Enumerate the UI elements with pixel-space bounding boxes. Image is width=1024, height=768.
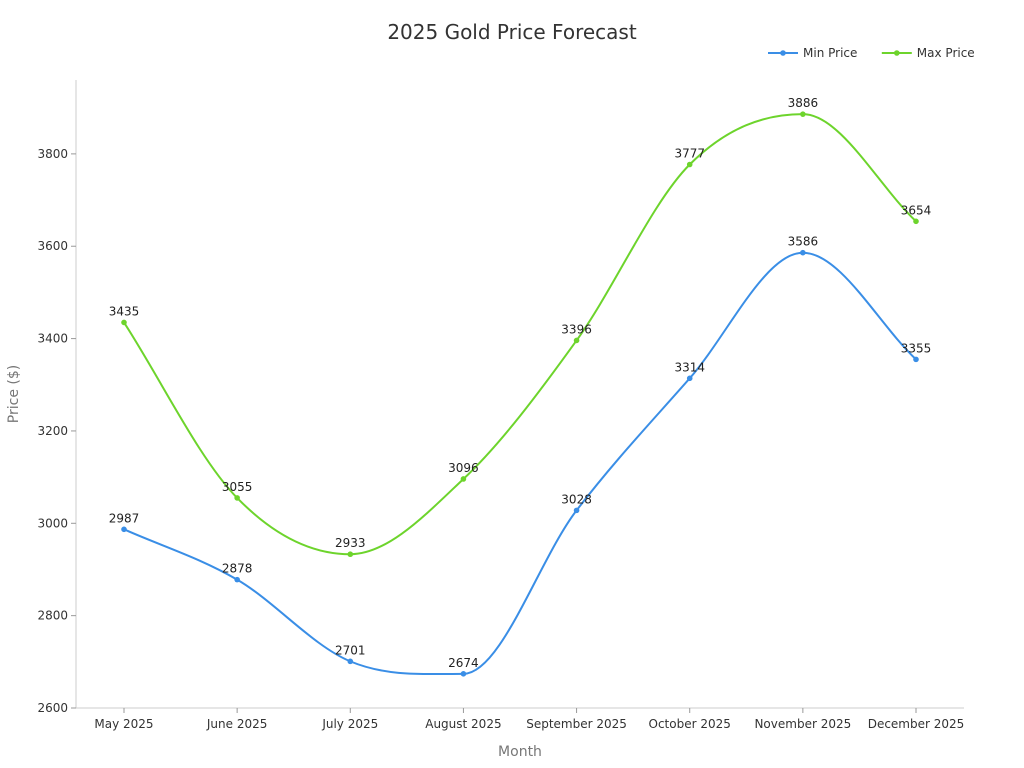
- data-point: [573, 337, 580, 344]
- y-tick-label: 3400: [37, 332, 68, 346]
- data-point: [686, 375, 693, 382]
- legend-swatch-marker: [780, 50, 786, 56]
- y-ticks: 2600 2800 3000 3200 3400 3600 3800: [37, 147, 76, 715]
- series-min-price: 2987 2878 2701 2674 3028 3314 3586 3355: [109, 235, 932, 677]
- y-tick-label: 2600: [37, 701, 68, 715]
- x-tick-label: June 2025: [206, 717, 268, 731]
- data-point: [686, 161, 693, 168]
- x-tick-label: November 2025: [754, 717, 851, 731]
- data-point: [800, 249, 806, 256]
- data-point: [121, 526, 127, 533]
- data-label: 3654: [901, 203, 932, 217]
- x-tick-label: December 2025: [868, 717, 965, 731]
- data-label: 3886: [788, 96, 819, 110]
- series-layer: 2987 2878 2701 2674 3028 3314 3586 3355 3435 3055…: [109, 96, 932, 677]
- data-label: 3314: [674, 360, 705, 374]
- x-tick-label: July 2025: [321, 717, 378, 731]
- chart-title: 2025 Gold Price Forecast: [387, 20, 637, 44]
- legend-label: Min Price: [803, 46, 857, 60]
- x-tick-label: May 2025: [94, 717, 153, 731]
- data-label: 3355: [901, 341, 932, 355]
- data-point: [913, 356, 919, 363]
- data-point: [234, 576, 240, 583]
- data-point: [460, 476, 467, 482]
- data-point: [913, 218, 919, 225]
- y-tick-label: 3600: [37, 239, 68, 253]
- data-label: 2701: [335, 643, 366, 657]
- legend: Min Price Max Price: [768, 46, 975, 60]
- legend-label: Max Price: [917, 46, 975, 60]
- legend-swatch-marker: [894, 50, 900, 56]
- data-label: 3028: [561, 492, 592, 506]
- legend-item-min-price: Min Price: [768, 46, 857, 60]
- data-point: [234, 495, 240, 501]
- data-label: 3777: [674, 147, 705, 161]
- x-ticks: May 2025 June 2025 July 2025 August 2025 Sep…: [94, 708, 964, 731]
- data-label: 3055: [222, 480, 253, 494]
- y-tick-label: 3000: [37, 516, 68, 530]
- axes: [75, 80, 964, 709]
- data-point: [573, 507, 580, 514]
- x-tick-label: August 2025: [425, 717, 501, 731]
- x-tick-label: September 2025: [526, 717, 627, 731]
- data-label: 3096: [448, 461, 479, 475]
- data-point: [800, 111, 806, 117]
- x-axis-title: Month: [498, 744, 542, 760]
- data-label: 2674: [448, 656, 479, 670]
- data-label: 2878: [222, 562, 253, 576]
- data-point: [347, 658, 354, 665]
- y-tick-label: 3800: [37, 147, 68, 161]
- data-label: 3435: [109, 304, 140, 318]
- series-max-price: 3435 3055 2933 3096 3396 3777 3886 3654: [109, 96, 932, 558]
- x-tick-label: October 2025: [649, 717, 731, 731]
- data-label: 2933: [335, 536, 366, 550]
- data-label: 3586: [788, 235, 819, 249]
- data-label: 3396: [561, 322, 592, 336]
- legend-item-max-price: Max Price: [881, 46, 975, 60]
- data-point: [121, 319, 127, 326]
- y-tick-label: 3200: [37, 424, 68, 438]
- y-tick-label: 2800: [37, 609, 68, 623]
- y-axis-title: Price ($): [6, 365, 22, 423]
- data-point: [347, 551, 354, 558]
- data-point: [460, 671, 467, 677]
- data-label: 2987: [109, 511, 140, 525]
- series-line-min-price: [123, 251, 917, 676]
